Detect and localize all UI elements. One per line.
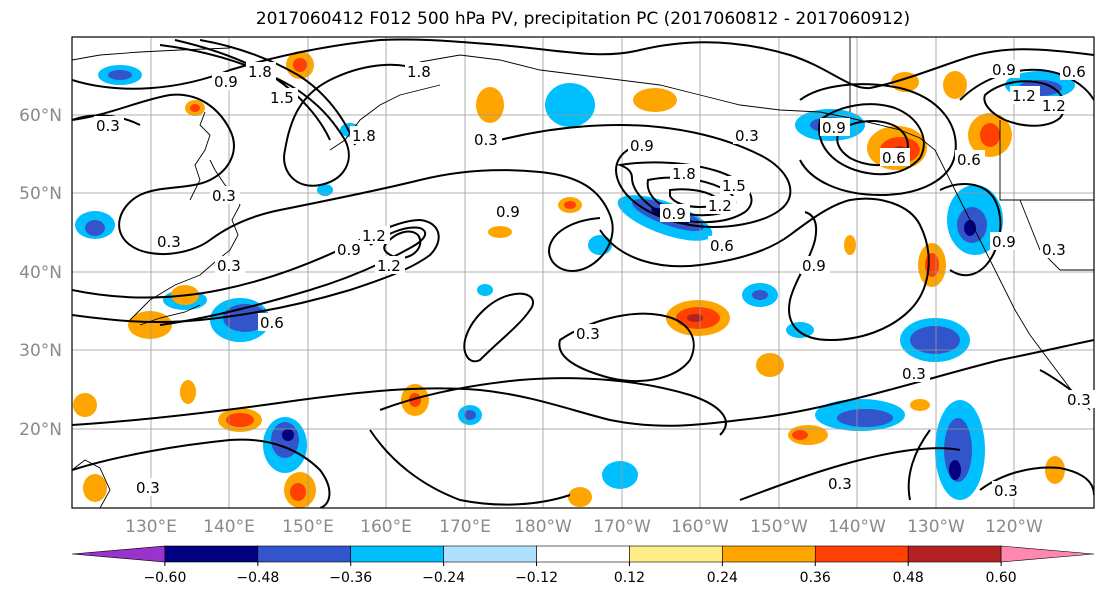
contour-label: 0.9 [337, 241, 361, 259]
contour-label: 1.8 [352, 127, 376, 145]
colorbar-tick-label: 0.24 [707, 570, 738, 586]
contour-label: 0.3 [212, 187, 236, 205]
pv-contours [72, 38, 1094, 508]
contour-label: 0.3 [96, 117, 120, 135]
contour-label: 0.3 [828, 475, 852, 493]
colorbar-segment [350, 545, 444, 563]
longitude-label: 130°W [907, 517, 965, 537]
contour-label: 0.3 [735, 127, 759, 145]
colorbar-tick-label: −0.48 [236, 570, 279, 586]
longitude-label: 170°E [439, 517, 491, 537]
colorbar-segment [722, 545, 816, 563]
colorbar-tick-label: −0.36 [329, 570, 372, 586]
contour-label: 0.6 [882, 149, 906, 167]
colorbar-segment [907, 545, 1002, 563]
contour-label: 0.3 [217, 257, 241, 275]
longitude-label: 180°W [514, 517, 572, 537]
contour-label: 0.9 [662, 205, 686, 223]
contour-label: 0.9 [630, 137, 654, 155]
latitude-label: 60°N [19, 106, 62, 126]
longitude-label: 140°E [203, 517, 255, 537]
contour-label: 1.8 [407, 63, 431, 81]
contour-label: 0.3 [1067, 391, 1091, 409]
contour-label: 0.3 [1042, 241, 1066, 259]
contour-label: 0.6 [260, 314, 284, 332]
colorbar-segment [257, 545, 352, 563]
graticule [72, 37, 1094, 508]
contour-label: 0.6 [957, 151, 981, 169]
map-frame [71, 36, 1095, 509]
longitude-label: 120°W [985, 517, 1043, 537]
contour-label: 1.2 [1012, 87, 1036, 105]
colorbar-segment [814, 545, 909, 563]
contour-label: 1.5 [722, 177, 746, 195]
colorbar-segment [536, 545, 630, 563]
longitude-label: 140°W [828, 517, 886, 537]
contour-label: 0.9 [992, 61, 1016, 79]
latitude-label: 50°N [19, 184, 62, 204]
contour-label: 0.3 [136, 479, 160, 497]
contour-label: 1.5 [270, 89, 294, 107]
contour-label: 0.3 [157, 233, 181, 251]
colorbar-segment [71, 545, 166, 563]
contour-label: 1.2 [708, 197, 732, 215]
colorbar-tick-label: 0.12 [614, 570, 645, 586]
latitude-label: 40°N [19, 263, 62, 283]
contour-label: 0.6 [1062, 63, 1086, 81]
longitude-label: 150°E [282, 517, 334, 537]
contour-label: 0.9 [802, 257, 826, 275]
contour-label: 1.2 [377, 257, 401, 275]
longitude-labels: 130°E 140°E 150°E 160°E 170°E 180°W 170°… [125, 517, 1043, 537]
colorbar-tick-label: 0.36 [800, 570, 831, 586]
colorbar-tick-label: −0.24 [422, 570, 465, 586]
colorbar-segment [1000, 545, 1095, 563]
contour-label: 1.8 [248, 63, 272, 81]
colorbar-segment [443, 545, 537, 563]
contour-label: 0.9 [822, 119, 846, 137]
contour-label: 0.3 [994, 482, 1018, 500]
longitude-label: 160°W [671, 517, 729, 537]
contour-label: 0.3 [902, 365, 926, 383]
colorbar: −0.60 −0.48 −0.36 −0.24 −0.12 0.12 0.24 0.36 0.4… [71, 545, 1095, 586]
longitude-label: 150°W [750, 517, 808, 537]
contour-label: 0.9 [496, 203, 520, 221]
latitude-labels: 60°N 50°N 40°N 30°N 20°N [19, 106, 62, 440]
longitude-label: 170°W [593, 517, 651, 537]
colorbar-tick-label: 0.48 [893, 570, 924, 586]
colorbar-tick-label: −0.12 [515, 570, 558, 586]
contour-label: 0.9 [214, 73, 238, 91]
contour-label: 0.9 [992, 233, 1016, 251]
contour-label: 0.3 [576, 325, 600, 343]
latitude-label: 20°N [19, 420, 62, 440]
contour-label: 0.6 [710, 237, 734, 255]
contour-label: 1.2 [362, 227, 386, 245]
contour-label: 1.2 [1042, 97, 1066, 115]
colorbar-segment [164, 545, 259, 563]
contour-labels: 1.8 0.9 1.5 1.8 0.3 1.8 0.3 0.9 1.8 1.5 … [94, 60, 1095, 500]
contour-label: 1.8 [672, 165, 696, 183]
map-title: 2017060412 F012 500 hPa PV, precipitatio… [255, 9, 911, 29]
colorbar-tick-label: −0.60 [143, 570, 186, 586]
contour-label: 0.3 [474, 131, 498, 149]
longitude-label: 130°E [125, 517, 177, 537]
colorbar-tick-label: 0.60 [986, 570, 1017, 586]
latitude-label: 30°N [19, 341, 62, 361]
longitude-label: 160°E [360, 517, 412, 537]
colorbar-segment [629, 545, 723, 563]
